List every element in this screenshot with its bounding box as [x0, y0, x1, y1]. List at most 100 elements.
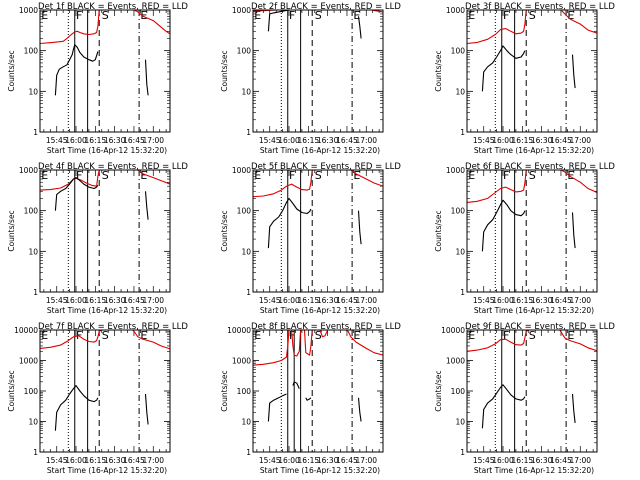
y-tick-label: 1000 [19, 6, 38, 15]
x-tick-label: 16:30 [104, 296, 126, 305]
x-tick-label: 15:45 [46, 456, 68, 465]
x-tick-label: 15:45 [46, 296, 68, 305]
x-tick-label: 16:15 [298, 456, 320, 465]
x-tick-label: 16:45 [550, 456, 572, 465]
y-tick-label: 10 [241, 247, 251, 256]
y-tick-label: 100 [237, 47, 252, 56]
plot-frame [39, 9, 171, 133]
series-black [481, 199, 526, 252]
panel-det-8: Det 8f BLACK = Events, RED = LLD 1 10 100 10… [220, 322, 401, 475]
y-tick-label: 10000 [227, 326, 251, 335]
x-tick-label: 17:00 [355, 456, 377, 465]
series-black [267, 197, 312, 249]
series-group [40, 170, 170, 220]
x-tick-label: 16:30 [104, 136, 126, 145]
series-black [305, 397, 312, 401]
series-red [253, 170, 383, 198]
x-tick-label: 16:15 [512, 136, 534, 145]
interval-letter: F [503, 9, 509, 22]
interval-letter: S [102, 9, 109, 22]
y-tick-label: 1 [33, 128, 38, 137]
y-axis-label: Counts/sec [434, 50, 443, 91]
y-tick-label: 100 [451, 387, 466, 396]
x-tick-label: 17:00 [569, 136, 591, 145]
series-black [357, 210, 362, 245]
x-tick-label: 16:00 [278, 456, 300, 465]
x-tick-label: 17:00 [142, 456, 164, 465]
y-tick-label: 1 [33, 448, 38, 457]
x-tick-label: 15:45 [259, 136, 281, 145]
interval-letter: S [102, 169, 109, 182]
y-tick-label: 10 [455, 418, 465, 427]
interval-letter: F [76, 169, 82, 182]
y-tick-label: 100 [237, 387, 252, 396]
x-tick-label: 16:00 [492, 296, 514, 305]
y-tick-label: 100 [451, 207, 466, 216]
x-axis-label: Start Time (16-Apr-12 15:32:20) [260, 146, 380, 155]
plot-frame [466, 329, 598, 453]
series-black [292, 381, 300, 389]
y-tick-label: 10 [28, 87, 38, 96]
panel-title: Det 1f BLACK = Events, RED = LLD [38, 2, 188, 12]
x-tick-label: 15:45 [259, 296, 281, 305]
x-tick-label: 16:45 [336, 296, 358, 305]
x-tick-label: 16:45 [123, 456, 145, 465]
panel-det-2: Det 2f BLACK = Events, RED = LLD 1 10 100 10… [220, 2, 401, 155]
x-tick-label: 16:00 [65, 456, 87, 465]
y-tick-label: 10 [455, 87, 465, 96]
x-axis-label: Start Time (16-Apr-12 15:32:20) [474, 466, 594, 475]
x-tick-label: 16:45 [123, 136, 145, 145]
x-tick-label: 15:45 [473, 456, 495, 465]
plot-frame [39, 169, 171, 293]
series-red [467, 10, 597, 45]
series-black [571, 212, 576, 249]
panel-title: Det 2f BLACK = Events, RED = LLD [251, 2, 401, 12]
interval-letter: E [41, 9, 48, 22]
y-tick-label: 1000 [446, 166, 465, 175]
interval-letter: S [529, 329, 536, 342]
series-black [267, 10, 311, 32]
x-tick-label: 17:00 [569, 456, 591, 465]
x-tick-label: 16:30 [317, 296, 339, 305]
series-black [571, 393, 576, 423]
series-group [467, 170, 597, 252]
y-tick-label: 1000 [446, 357, 465, 366]
series-red [40, 10, 170, 45]
y-tick-label: 100 [24, 207, 39, 216]
interval-letter: E [567, 329, 574, 342]
x-tick-label: 16:15 [512, 296, 534, 305]
x-tick-label: 16:00 [278, 296, 300, 305]
series-black [357, 397, 362, 422]
x-tick-label: 16:30 [317, 136, 339, 145]
x-axis-label: Start Time (16-Apr-12 15:32:20) [47, 306, 167, 315]
series-black [481, 384, 526, 429]
panel-det-5: Det 5f BLACK = Events, RED = LLD 1 10 100 10… [220, 162, 401, 315]
x-tick-label: 17:00 [142, 136, 164, 145]
interval-letter: E [254, 169, 261, 182]
plot-frame [466, 9, 598, 133]
y-tick-label: 1 [460, 448, 465, 457]
y-tick-label: 1000 [19, 357, 38, 366]
x-tick-label: 16:15 [85, 296, 107, 305]
interval-letter: S [315, 9, 322, 22]
series-group [467, 10, 597, 92]
x-tick-label: 17:00 [355, 296, 377, 305]
y-tick-label: 10 [455, 247, 465, 256]
interval-letter: S [315, 169, 322, 182]
y-tick-label: 1000 [232, 357, 251, 366]
y-tick-label: 1 [460, 128, 465, 137]
panel-title: Det 5f BLACK = Events, RED = LLD [251, 162, 401, 172]
interval-letter: E [41, 169, 48, 182]
y-tick-label: 10 [28, 418, 38, 427]
x-axis-label: Start Time (16-Apr-12 15:32:20) [260, 306, 380, 315]
y-axis-label: Counts/sec [220, 210, 229, 251]
series-black [144, 393, 149, 425]
y-axis-label: Counts/sec [7, 370, 16, 411]
y-axis-label: Counts/sec [220, 370, 229, 411]
x-tick-label: 17:00 [569, 296, 591, 305]
panel-title: Det 8f BLACK = Events, RED = LLD [251, 322, 401, 332]
panel-det-4: Det 4f BLACK = Events, RED = LLD 1 10 100 10… [7, 162, 188, 315]
x-tick-label: 16:15 [85, 136, 107, 145]
interval-letter: E [353, 169, 360, 182]
